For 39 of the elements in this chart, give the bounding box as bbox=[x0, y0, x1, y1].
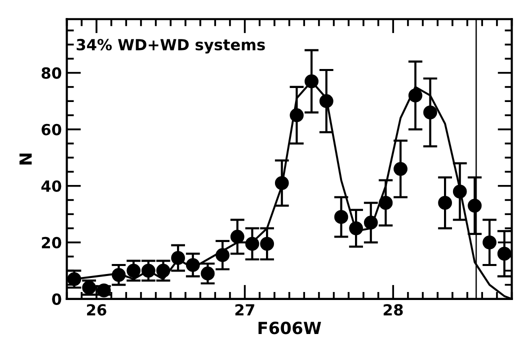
point bbox=[349, 221, 363, 236]
y-tick-label: 80 bbox=[42, 67, 62, 79]
x-tick-label: 27 bbox=[235, 304, 254, 316]
point bbox=[216, 248, 230, 262]
point bbox=[334, 210, 348, 224]
point bbox=[364, 216, 378, 230]
point bbox=[482, 235, 496, 250]
point bbox=[245, 236, 260, 251]
point bbox=[468, 198, 482, 213]
y-tick-label: 60 bbox=[42, 124, 62, 136]
point bbox=[408, 88, 422, 102]
point bbox=[200, 266, 215, 280]
y-tick-label: 0 bbox=[52, 293, 62, 305]
point bbox=[290, 108, 304, 122]
point bbox=[67, 272, 82, 286]
y-tick-label: 40 bbox=[41, 180, 62, 192]
point bbox=[497, 246, 512, 261]
point bbox=[423, 105, 438, 120]
point bbox=[171, 251, 186, 265]
y-axis-title: N bbox=[20, 154, 32, 164]
point bbox=[438, 196, 452, 210]
point bbox=[274, 176, 289, 190]
point bbox=[230, 230, 244, 244]
x-axis-title: F606W bbox=[258, 322, 322, 334]
y-tick-label: 20 bbox=[42, 236, 62, 248]
point bbox=[319, 94, 334, 108]
point bbox=[394, 162, 408, 176]
point bbox=[141, 264, 156, 278]
x-tick-label: 28 bbox=[384, 304, 403, 316]
point bbox=[378, 196, 393, 210]
point bbox=[304, 74, 318, 88]
point bbox=[452, 184, 467, 198]
point bbox=[156, 264, 170, 278]
point bbox=[126, 264, 141, 278]
point bbox=[260, 236, 274, 251]
point bbox=[112, 268, 126, 282]
annotation: 34% WD+WD systems bbox=[76, 38, 265, 54]
x-tick-label: 26 bbox=[87, 304, 106, 316]
point bbox=[186, 258, 200, 272]
